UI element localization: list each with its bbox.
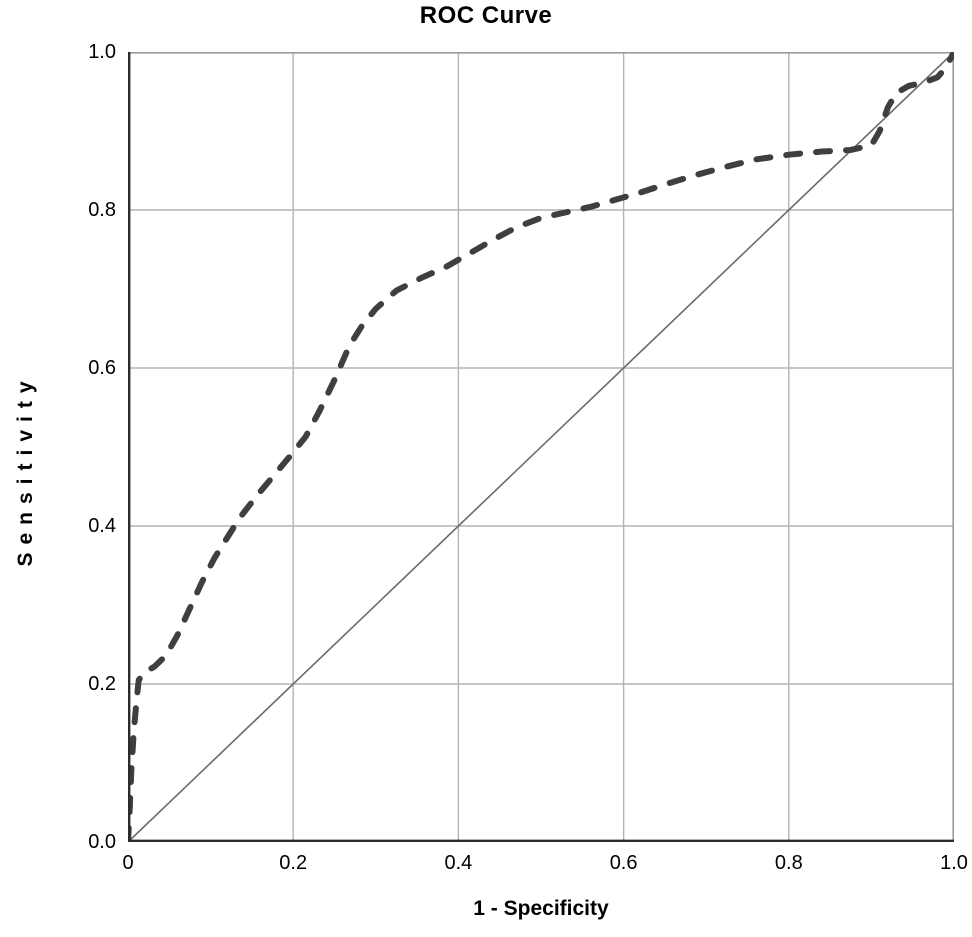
y-tick-label: 0.0 (88, 831, 116, 853)
plot-area (128, 52, 954, 842)
x-tick-label: 1.0 (940, 852, 968, 874)
y-tick-label: 0.6 (88, 357, 116, 379)
y-tick-label: 1.0 (88, 41, 116, 63)
x-tick-label: 0 (122, 852, 134, 874)
y-tick-label: 0.2 (88, 673, 116, 695)
x-tick-label: 0.4 (444, 852, 473, 874)
y-tick-label: 0.4 (88, 515, 116, 537)
reference-line (128, 52, 954, 842)
chart-title: ROC Curve (419, 2, 553, 29)
roc-curve (128, 52, 954, 842)
x-tick-label: 0.2 (279, 852, 308, 874)
x-axis-label: 1 - Specificity (473, 897, 609, 920)
x-tick-label: 0.8 (774, 852, 803, 874)
y-tick-label: 0.8 (88, 199, 116, 221)
y-axis-label: Sensitivity (14, 373, 37, 567)
x-tick-label: 0.6 (609, 852, 638, 874)
